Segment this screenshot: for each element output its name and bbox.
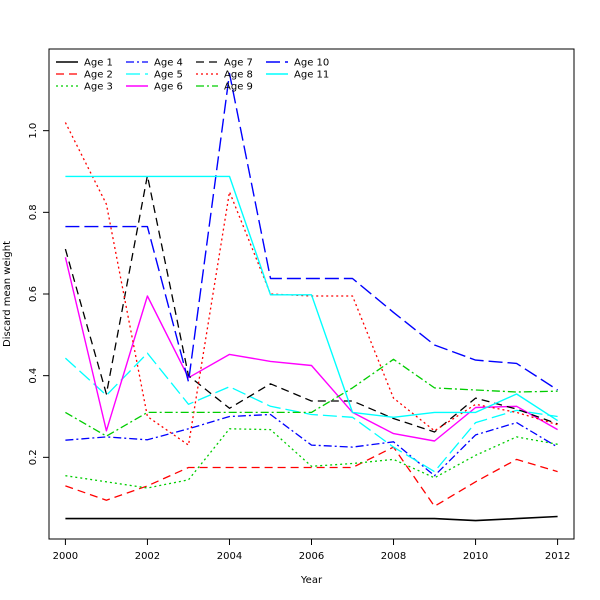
y-tick-label: 0.4 [28,368,39,384]
series-line-age-10 [65,72,558,391]
series-line-age-7 [64,174,558,433]
x-tick-label: 2008 [381,551,406,562]
x-tick-label: 2006 [299,551,324,562]
x-tick-label: 2012 [545,551,570,562]
series-line-age-5 [64,352,558,473]
series-line-age-4 [65,413,558,477]
legend-label: Age 7 [224,58,253,69]
legend-label: Age 2 [84,70,113,81]
legend-label: Age 8 [224,70,253,81]
legend-label: Age 9 [224,82,253,93]
y-tick-label: 0.6 [28,286,39,302]
x-axis-title: Year [300,575,323,586]
x-tick-label: 2000 [53,551,78,562]
series-line-age-2 [65,446,558,507]
y-tick-label: 1.0 [28,123,39,139]
legend-label: Age 6 [154,82,183,93]
y-tick-label: 0.8 [28,204,39,220]
legend-label: Age 11 [294,70,329,81]
series-line-age-11 [65,175,558,422]
series-layer [64,72,558,522]
legend-label: Age 1 [84,58,113,69]
series-line-age-9 [65,358,558,437]
legend-label: Age 5 [154,70,183,81]
x-tick-label: 2002 [135,551,160,562]
y-axis: 0.2 0.4 0.6 0.8 1.0 [28,123,49,465]
series-line-age-1 [65,515,558,522]
x-axis: 2000 2002 2004 2006 2008 2010 2012 [53,539,570,562]
y-axis-title: Discard mean weight [2,241,13,347]
y-tick-label: 0.2 [28,449,39,465]
series-line-age-3 [65,428,558,489]
legend-label: Age 3 [84,82,113,93]
legend-label: Age 10 [294,58,329,69]
series-line-age-6 [64,257,558,442]
x-tick-label: 2010 [463,551,488,562]
x-tick-label: 2004 [217,551,242,562]
legend-label: Age 4 [154,58,183,69]
